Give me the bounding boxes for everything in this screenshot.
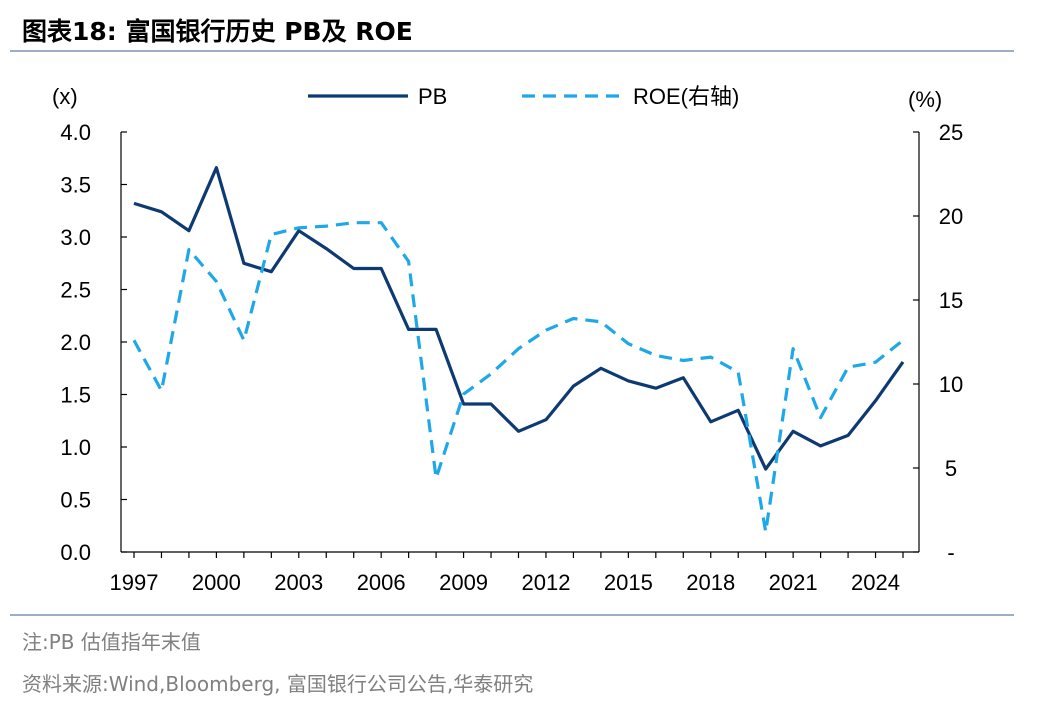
x-tick-label: 2006	[357, 570, 406, 595]
left-tick-label: 1.5	[60, 383, 91, 408]
chart-title: 图表18: 富国银行历史 PB及 ROE	[22, 17, 413, 46]
x-tick-label: 2021	[769, 570, 818, 595]
left-tick-label: 3.5	[60, 173, 91, 198]
x-tick-label: 2009	[439, 570, 488, 595]
title-divider	[10, 50, 1014, 52]
left-tick-label: 4.0	[60, 120, 91, 145]
x-tick-label: 2015	[604, 570, 653, 595]
left-tick-label: 0.0	[60, 540, 91, 565]
footer-divider	[10, 614, 1014, 616]
legend-label: ROE(右轴)	[633, 84, 739, 109]
x-tick-label: 1997	[110, 570, 159, 595]
left-tick-label: 3.0	[60, 225, 91, 250]
left-tick-label: 2.0	[60, 330, 91, 355]
right-tick-label: 25	[939, 120, 963, 145]
left-axis-unit: (x)	[52, 84, 78, 109]
chart-svg: 0.0 0.5 1.0 1.5 2.0 2.5 3.0 3.5 4.0 - 5 10 15 20 25 199…	[52, 84, 963, 595]
x-tick-label: 2000	[192, 570, 241, 595]
chart-source: 资料来源:Wind,Bloomberg, 富国银行公司公告,华泰研究	[22, 672, 534, 696]
axes-group: 0.0 0.5 1.0 1.5 2.0 2.5 3.0 3.5 4.0 - 5 10 15 20 25 199…	[52, 84, 963, 595]
plot-group	[132, 166, 905, 534]
series-line-pb	[133, 166, 905, 471]
x-tick-label: 2003	[274, 570, 323, 595]
right-tick-label: 10	[939, 372, 963, 397]
legend: PB ROE(右轴)	[308, 84, 739, 109]
series-line-roe	[132, 221, 904, 534]
x-tick-label: 2012	[521, 570, 570, 595]
left-tick-label: 1.0	[60, 435, 91, 460]
x-tick-label: 2018	[686, 570, 735, 595]
left-tick-label: 2.5	[60, 278, 91, 303]
chart-note: 注:PB 估值指年末值	[22, 630, 201, 654]
right-tick-label: 20	[939, 204, 963, 229]
right-tick-label: 5	[945, 456, 957, 481]
left-tick-label: 0.5	[60, 488, 91, 513]
right-tick-label: -	[947, 540, 954, 565]
legend-label: PB	[418, 84, 447, 109]
right-tick-label: 15	[939, 288, 963, 313]
x-tick-label: 2024	[851, 570, 900, 595]
right-axis-unit: (%)	[908, 87, 942, 112]
